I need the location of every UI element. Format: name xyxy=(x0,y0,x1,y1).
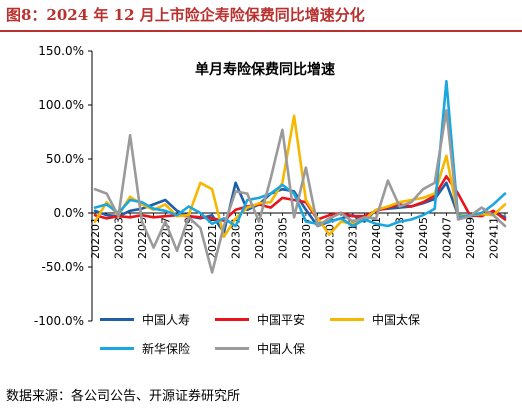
legend-label: 中国太保 xyxy=(372,313,421,327)
chart-title: 单月寿险保费同比增速 xyxy=(195,61,335,78)
x-axis: 202201 202203 202205 202207 202209 202211 2023… xyxy=(89,212,508,259)
x-tick-label: 202409 xyxy=(464,217,477,259)
x-tick-label: 202301 xyxy=(230,217,243,259)
series-lines xyxy=(93,79,507,274)
x-tick-label: 202403 xyxy=(394,217,407,259)
legend-swatch xyxy=(215,347,249,350)
legend-item: 中国人寿 xyxy=(100,311,190,328)
y-tick-label: 100.0% xyxy=(38,98,84,112)
x-tick-label: 202405 xyxy=(417,217,430,259)
y-tick-label: 0.0% xyxy=(54,206,85,220)
y-tick-label: -50.0% xyxy=(42,260,84,274)
legend-label: 中国人保 xyxy=(257,342,306,356)
legend-item: 中国平安 xyxy=(215,311,305,328)
legend-swatch xyxy=(100,347,134,350)
x-tick-label: 202201 xyxy=(89,217,102,259)
y-axis: 150.0% 100.0% 50.0% 0.0% -50.0% -100.0% xyxy=(34,44,93,328)
y-tick-label: 50.0% xyxy=(46,152,84,166)
legend-swatch xyxy=(100,318,134,321)
x-tick-label: 202203 xyxy=(112,217,125,259)
x-tick-label: 202411 xyxy=(487,217,500,259)
legend-item: 中国人保 xyxy=(215,340,305,357)
y-tick-label: 150.0% xyxy=(38,44,84,58)
y-tick-label: -100.0% xyxy=(34,314,84,328)
legend-swatch xyxy=(330,318,364,321)
x-tick-label: 202305 xyxy=(276,217,289,259)
legend-item: 新华保险 xyxy=(100,340,190,357)
title-divider xyxy=(0,30,522,32)
legend-label: 中国平安 xyxy=(257,313,306,327)
x-tick-label: 202303 xyxy=(253,217,266,259)
line-chart: 单月寿险保费同比增速 150.0% 100.0% 50.0% 0.0% -50.0% -1… xyxy=(34,44,508,328)
legend-label: 中国人寿 xyxy=(142,313,191,327)
x-tick-label: 202309 xyxy=(323,217,336,259)
series-line xyxy=(93,109,507,274)
legend-label: 新华保险 xyxy=(142,342,191,356)
x-tick-label: 202407 xyxy=(440,217,453,259)
series-line xyxy=(93,79,507,228)
figure-title: 图8：2024 年 12 月上市险企寿险保费同比增速分化 xyxy=(6,6,365,24)
x-tick-label: 202307 xyxy=(300,217,313,259)
x-tick-label: 202211 xyxy=(206,217,219,259)
x-tick-label: 202401 xyxy=(370,217,383,259)
source-note: 数据来源：各公司公告、开源证券研究所 xyxy=(6,389,241,404)
x-tick-label: 202311 xyxy=(347,217,360,259)
legend-item: 中国太保 xyxy=(330,311,420,328)
legend-swatch xyxy=(215,318,249,321)
